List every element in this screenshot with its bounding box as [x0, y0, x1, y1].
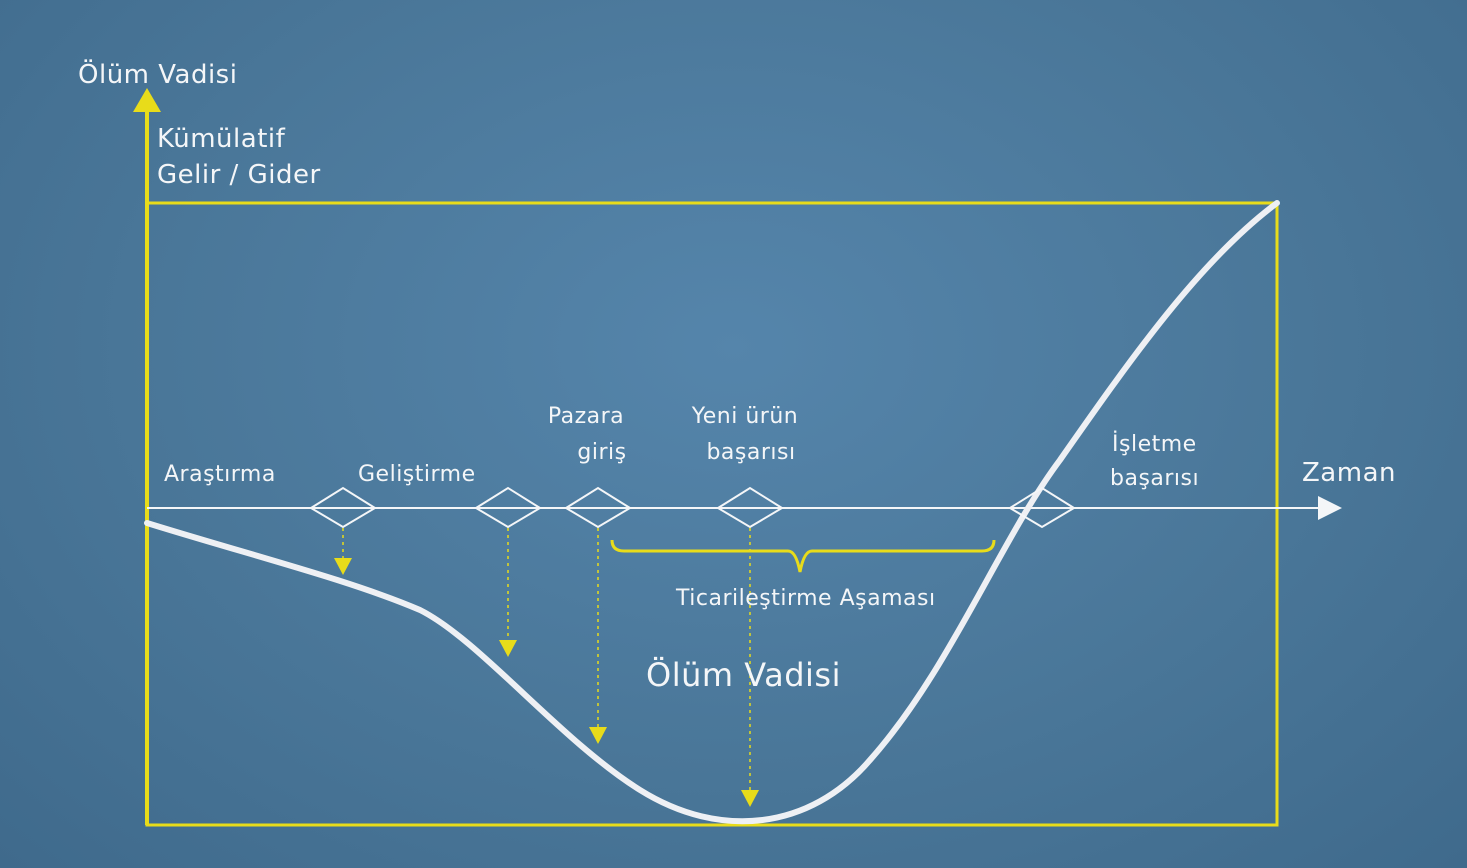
time-axis-arrow: [1318, 496, 1342, 520]
stage-label-new-product-line2: başarısı: [706, 440, 796, 465]
drop-arrow: [499, 640, 517, 657]
commercialization-bracket: [610, 539, 996, 573]
cumulative-curve: [144, 200, 1280, 825]
drop-arrow: [334, 558, 352, 575]
y-axis-label-line2: Gelir / Gider: [157, 160, 321, 190]
milestone-diamond: [716, 486, 784, 529]
y-axis-label-line1: Kümülatif: [157, 124, 286, 154]
stage-label-business-line2: başarısı: [1110, 466, 1200, 491]
stage-label-new-product-line1: Yeni ürün: [691, 404, 799, 429]
stage-label-market-entry-line2: giriş: [577, 440, 627, 465]
stage-label-research: Araştırma: [164, 462, 276, 487]
diagram-title: Ölüm Vadisi: [78, 60, 238, 90]
drop-arrow: [741, 790, 759, 807]
x-axis-label: Zaman: [1302, 458, 1396, 488]
drop-arrow: [589, 727, 607, 744]
milestone-diamond: [474, 486, 542, 529]
milestone-diamond: [309, 486, 377, 529]
commercialization-label: Ticarileştirme Aşaması: [676, 586, 936, 611]
milestone-diamond: [1008, 486, 1076, 529]
stage-label-development: Geliştirme: [358, 462, 476, 487]
y-axis-arrow: [133, 88, 161, 112]
stage-label-business-line1: İşletme: [1112, 432, 1197, 457]
chart-frame: [145, 201, 1279, 827]
milestone-diamond: [564, 486, 632, 529]
stage-label-market-entry-line1: Pazara: [547, 404, 625, 429]
valley-label: Ölüm Vadisi: [646, 656, 841, 694]
